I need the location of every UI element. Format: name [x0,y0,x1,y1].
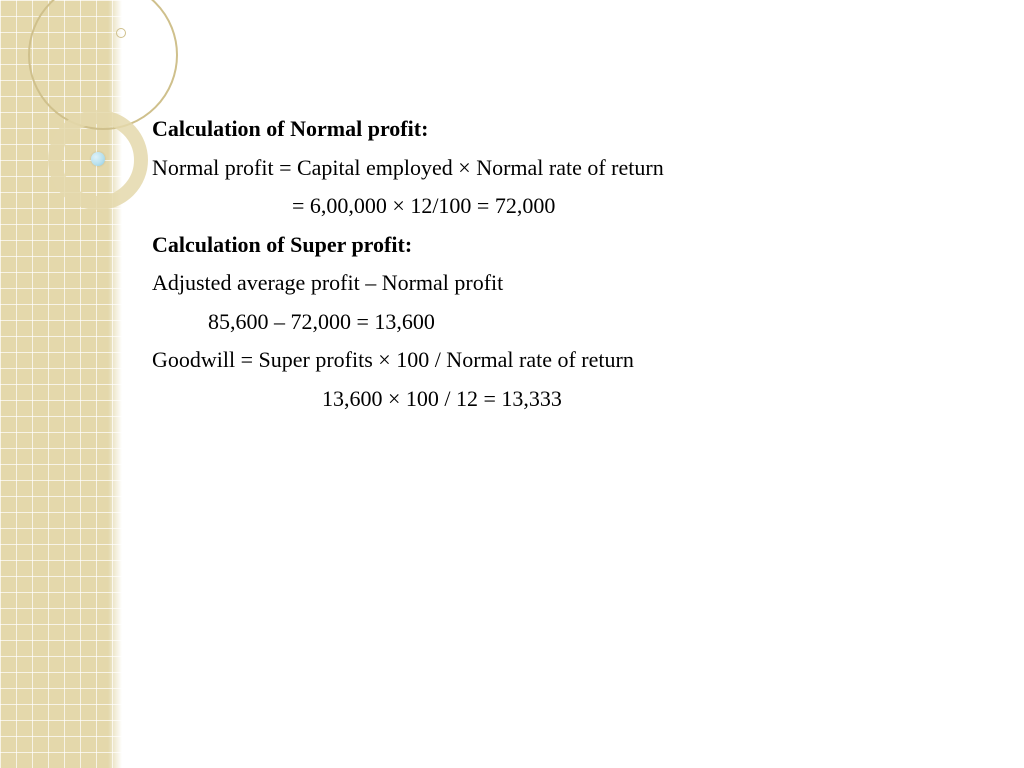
line-normal-formula: Normal profit = Capital employed × Norma… [152,149,972,188]
slide-content: Calculation of Normal profit: Normal pro… [152,110,972,418]
line-normal-compute: = 6,00,000 × 12/100 = 72,000 [152,187,972,226]
line-goodwill-formula: Goodwill = Super profits × 100 / Normal … [152,341,972,380]
line-goodwill-compute: 13,600 × 100 / 12 = 13,333 [152,380,972,419]
line-super-compute: 85,600 – 72,000 = 13,600 [152,303,972,342]
decorative-dot [91,152,105,166]
decorative-ring-small [116,28,126,38]
heading-normal-profit: Calculation of Normal profit: [152,110,972,149]
line-super-formula: Adjusted average profit – Normal profit [152,264,972,303]
heading-super-profit: Calculation of Super profit: [152,226,972,265]
